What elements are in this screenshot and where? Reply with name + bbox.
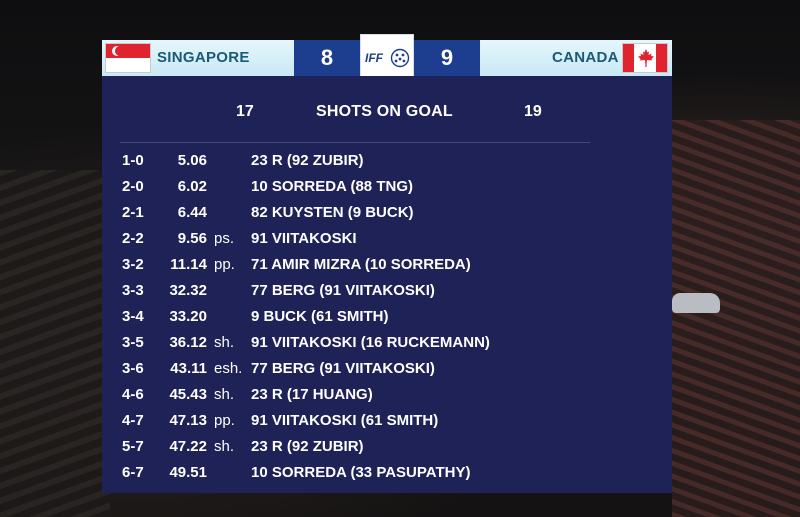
goal-scorer: 91 VIITAKOSKI (16 RUCKEMANN): [251, 334, 490, 351]
goal-time: 32.32: [169, 282, 207, 299]
scoreboard-header: SINGAPORE 8 IFF 9 CANADA: [102, 34, 672, 84]
goal-score: 2-2: [122, 230, 144, 247]
goal-row: 3-5 36.12 sh. 91 VIITAKOSKI (16 RUCKEMAN…: [102, 332, 672, 358]
goal-time: 45.43: [169, 386, 207, 403]
home-shots-on-goal: 17: [236, 103, 254, 120]
goal-row: 3-6 43.11 esh. 77 BERG (91 VIITAKOSKI): [102, 358, 672, 384]
away-team-bar: CANADA: [480, 40, 672, 76]
goal-scorer: 77 BERG (91 VIITAKOSKI): [251, 360, 435, 377]
canada-flag-icon: [622, 43, 668, 73]
goal-time: 33.20: [169, 308, 207, 325]
goal-score: 3-6: [122, 360, 144, 377]
floorball-icon: [390, 48, 410, 68]
goal-time: 36.12: [169, 334, 207, 351]
goal-score: 2-0: [122, 178, 144, 195]
goal-scorer: 91 VIITAKOSKI: [251, 230, 357, 247]
goal-time: 47.22: [169, 438, 207, 455]
goal-score: 3-2: [122, 256, 144, 273]
home-team-bar: SINGAPORE: [102, 40, 294, 76]
goal-scorer: 10 SORREDA (88 TNG): [251, 178, 413, 195]
goal-type: sh.: [214, 438, 235, 455]
goal-score: 3-3: [122, 282, 144, 299]
goal-row: 1-0 5.06 23 R (92 ZUBIR): [102, 150, 672, 176]
goal-row: 6-7 49.51 10 SORREDA (33 PASUPATHY): [102, 462, 672, 488]
away-team-score: 9: [414, 40, 480, 76]
goal-row: 4-6 45.43 sh. 23 R (17 HUANG): [102, 384, 672, 410]
goal-type: esh.: [214, 360, 243, 377]
goal-time: 6.02: [177, 178, 207, 195]
goal-type: sh.: [214, 386, 235, 403]
goal-row: 5-7 47.22 sh. 23 R (92 ZUBIR): [102, 436, 672, 462]
goal-score: 2-1: [122, 204, 144, 221]
arena-stands-right: [672, 120, 800, 517]
goal-type: pp.: [214, 412, 235, 429]
goal-score: 5-7: [122, 438, 144, 455]
goal-score: 1-0: [122, 152, 144, 169]
goal-scorer: 77 BERG (91 VIITAKOSKI): [251, 282, 435, 299]
goal-time: 47.13: [169, 412, 207, 429]
goal-time: 9.56: [177, 230, 207, 247]
car-in-arena: [672, 293, 720, 313]
goal-row: 2-2 9.56 ps. 91 VIITAKOSKI: [102, 228, 672, 254]
iff-logo-text: IFF: [365, 51, 383, 65]
goal-scorer: 71 AMIR MIZRA (10 SORREDA): [251, 256, 471, 273]
goal-scorer: 10 SORREDA (33 PASUPATHY): [251, 464, 471, 481]
divider: [120, 142, 590, 143]
shots-on-goal-label: SHOTS ON GOAL: [316, 103, 453, 120]
goal-score: 3-5: [122, 334, 144, 351]
goal-score: 4-6: [122, 386, 144, 403]
iff-logo: IFF: [360, 34, 414, 84]
goal-type: pp.: [214, 256, 235, 273]
goal-row: 3-4 33.20 9 BUCK (61 SMITH): [102, 306, 672, 332]
goal-time: 43.11: [170, 360, 207, 377]
goal-scorer: 23 R (92 ZUBIR): [251, 152, 364, 169]
goal-type: sh.: [214, 334, 235, 351]
goal-time: 5.06: [177, 152, 207, 169]
goal-row: 2-1 6.44 82 KUYSTEN (9 BUCK): [102, 202, 672, 228]
goal-score: 4-7: [122, 412, 144, 429]
goal-type: ps.: [214, 230, 235, 247]
goal-scorer: 23 R (92 ZUBIR): [251, 438, 364, 455]
goal-scorer: 91 VIITAKOSKI (61 SMITH): [251, 412, 439, 429]
goal-summary-panel: 17 SHOTS ON GOAL 19 1-0 5.06 23 R (92 ZU…: [102, 76, 672, 493]
goal-row: 4-7 47.13 pp. 91 VIITAKOSKI (61 SMITH): [102, 410, 672, 436]
goal-time: 49.51: [169, 464, 207, 481]
goal-score: 6-7: [122, 464, 144, 481]
goal-scorer: 23 R (17 HUANG): [251, 386, 373, 403]
goal-row: 3-2 11.14 pp. 71 AMIR MIZRA (10 SORREDA): [102, 254, 672, 280]
goal-row: 2-0 6.02 10 SORREDA (88 TNG): [102, 176, 672, 202]
goal-time: 6.44: [177, 204, 207, 221]
goal-score: 3-4: [122, 308, 144, 325]
away-team-name: CANADA: [552, 49, 619, 66]
away-shots-on-goal: 19: [524, 103, 542, 120]
arena-stands-left: [0, 170, 110, 517]
goal-scorer: 9 BUCK (61 SMITH): [251, 308, 389, 325]
singapore-flag-icon: [105, 43, 151, 73]
home-team-score: 8: [294, 40, 360, 76]
goal-time: 11.14: [170, 256, 207, 273]
home-team-name: SINGAPORE: [157, 49, 250, 66]
goal-scorer: 82 KUYSTEN (9 BUCK): [251, 204, 414, 221]
goal-row: 3-3 32.32 77 BERG (91 VIITAKOSKI): [102, 280, 672, 306]
